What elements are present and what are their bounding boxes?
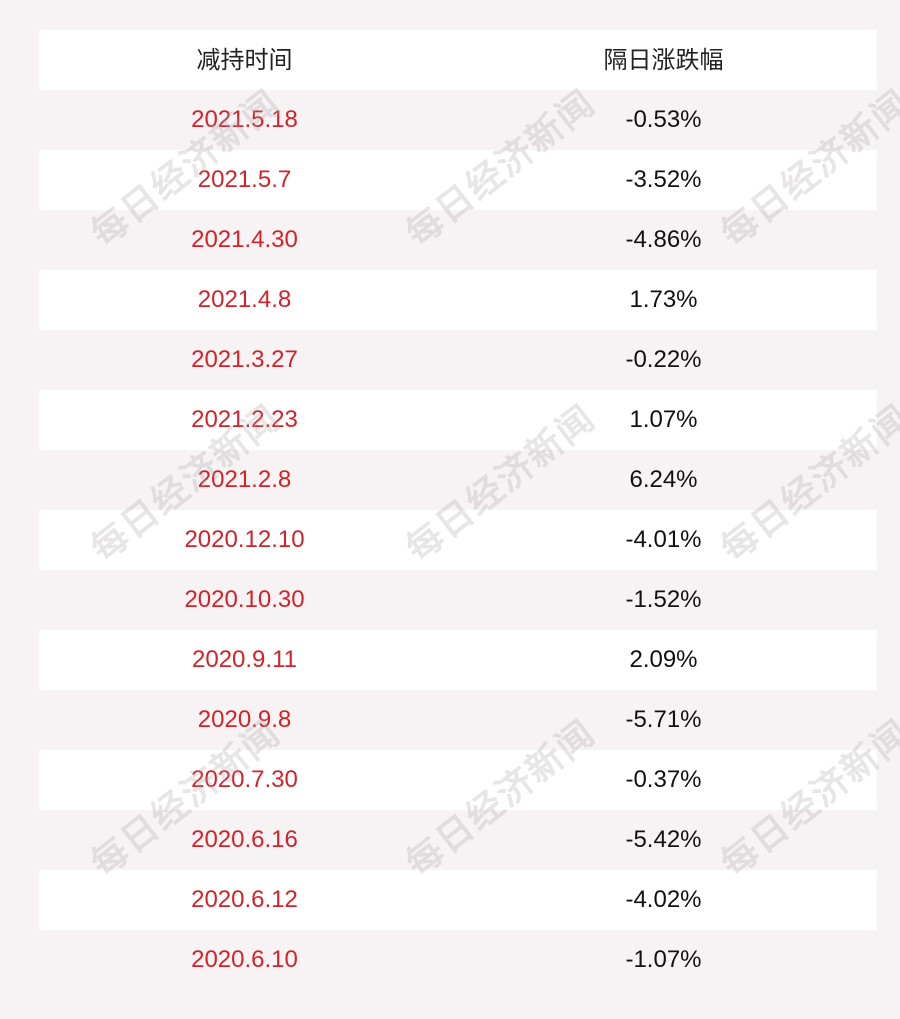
date-cell: 2020.12.10 <box>184 526 305 553</box>
header-date: 减持时间 <box>196 46 293 74</box>
change-cell: 2.09% <box>629 646 698 673</box>
table-row: 2020.6.10 -1.07% <box>39 930 877 990</box>
change-cell: -4.86% <box>625 226 702 253</box>
table-row: 2021.5.7 -3.52% <box>39 150 877 210</box>
change-cell: 1.07% <box>629 406 698 433</box>
table-row: 2020.12.10 -4.01% <box>39 510 877 570</box>
table-row: 2021.4.30 -4.86% <box>39 210 877 270</box>
table-row: 2020.6.16 -5.42% <box>39 810 877 870</box>
date-cell: 2021.2.8 <box>197 466 292 493</box>
date-cell: 2020.10.30 <box>184 586 305 613</box>
table-row: 2020.9.11 2.09% <box>39 630 877 690</box>
date-cell: 2020.6.10 <box>191 946 298 973</box>
header-change: 隔日涨跌幅 <box>603 46 724 74</box>
change-cell: -5.42% <box>625 826 702 853</box>
date-cell: 2020.6.12 <box>191 886 298 913</box>
table-row: 2020.7.30 -0.37% <box>39 750 877 810</box>
change-cell: -0.22% <box>625 346 702 373</box>
table-row: 2020.10.30 -1.52% <box>39 570 877 630</box>
table-row: 2021.4.8 1.73% <box>39 270 877 330</box>
change-cell: -0.37% <box>625 766 702 793</box>
date-cell: 2020.9.11 <box>192 646 297 673</box>
change-cell: -4.02% <box>625 886 702 913</box>
date-cell: 2021.5.18 <box>191 106 298 133</box>
date-cell: 2021.3.27 <box>191 346 298 373</box>
table-row: 2020.6.12 -4.02% <box>39 870 877 930</box>
change-cell: 1.73% <box>629 286 698 313</box>
data-table: 减持时间 隔日涨跌幅 2021.5.18 -0.53% 2021.5.7 -3.… <box>39 30 877 990</box>
table-row: 2021.5.18 -0.53% <box>39 90 877 150</box>
change-cell: -5.71% <box>625 706 702 733</box>
change-cell: -0.53% <box>625 106 702 133</box>
table-row: 2021.3.27 -0.22% <box>39 330 877 390</box>
change-cell: 6.24% <box>629 466 698 493</box>
date-cell: 2021.4.8 <box>197 286 292 313</box>
table-row: 2021.2.8 6.24% <box>39 450 877 510</box>
table-header: 减持时间 隔日涨跌幅 <box>39 30 877 90</box>
date-cell: 2021.2.23 <box>191 406 298 433</box>
change-cell: -3.52% <box>625 166 702 193</box>
change-cell: -1.07% <box>625 946 702 973</box>
date-cell: 2021.4.30 <box>191 226 298 253</box>
table-row: 2020.9.8 -5.71% <box>39 690 877 750</box>
date-cell: 2020.7.30 <box>191 766 298 793</box>
date-cell: 2020.9.8 <box>197 706 292 733</box>
change-cell: -4.01% <box>625 526 702 553</box>
change-cell: -1.52% <box>625 586 702 613</box>
table-row: 2021.2.23 1.07% <box>39 390 877 450</box>
date-cell: 2020.6.16 <box>191 826 298 853</box>
date-cell: 2021.5.7 <box>197 166 292 193</box>
